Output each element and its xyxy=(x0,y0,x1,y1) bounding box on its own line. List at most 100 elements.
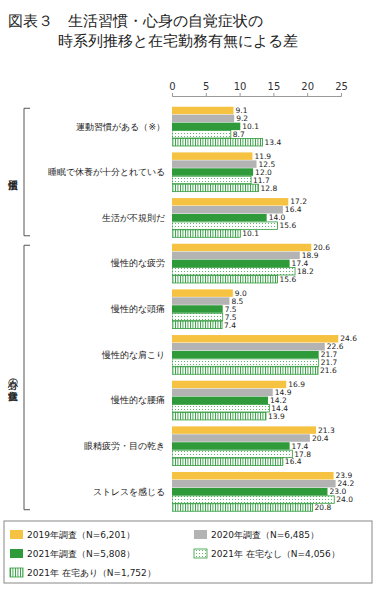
bar xyxy=(172,297,229,304)
chart-container: 図表３ 生活習慣・心身の自覚症状の時系列推移と在宅勤務有無による差0510152… xyxy=(0,0,376,599)
plot-area xyxy=(172,107,338,511)
data-label: 15.6 xyxy=(279,221,296,230)
bar xyxy=(172,176,251,183)
bar xyxy=(172,305,223,312)
bar xyxy=(172,351,319,358)
x-tick-label: 15 xyxy=(268,81,281,92)
bar xyxy=(172,496,334,503)
x-tick: 0 xyxy=(169,81,175,96)
bar xyxy=(172,313,223,320)
x-tick-mark xyxy=(341,93,342,96)
x-tick: 5 xyxy=(203,81,209,96)
bar-series xyxy=(172,123,327,496)
bar xyxy=(172,252,300,259)
bar xyxy=(172,289,233,296)
bar xyxy=(172,115,234,122)
bar xyxy=(172,450,292,457)
bar xyxy=(172,405,269,412)
bar xyxy=(172,107,234,114)
bar xyxy=(172,426,316,433)
bar xyxy=(172,206,283,213)
category-label: 慢性的な肩こり xyxy=(101,350,165,360)
category-label: ストレスを感じる xyxy=(93,487,165,497)
category-label: 眼精疲労・目の乾き xyxy=(84,441,165,451)
bar xyxy=(172,152,252,159)
bar xyxy=(172,389,273,396)
x-tick-mark xyxy=(206,93,207,96)
group-label: 心身の自覚症状 xyxy=(7,372,18,402)
data-label: 10.1 xyxy=(242,122,259,131)
group-brackets: 生活習慣心身の自覚症状 xyxy=(7,108,30,509)
data-label: 21.6 xyxy=(320,366,337,375)
bar xyxy=(172,381,286,388)
category-label: 慢性的な疲労 xyxy=(110,258,165,268)
bar xyxy=(172,123,240,130)
x-tick: 20 xyxy=(301,81,314,96)
group-label: 生活習慣 xyxy=(7,180,18,191)
x-tick-label: 5 xyxy=(203,81,209,92)
bar xyxy=(172,397,268,404)
data-label: 24.0 xyxy=(336,495,353,504)
x-tick-mark xyxy=(240,93,241,96)
bar xyxy=(172,184,259,191)
data-label: 13.4 xyxy=(265,138,282,147)
category-label: 慢性的な腰痛 xyxy=(110,395,165,405)
bar xyxy=(172,275,277,282)
legend: 2019年調査（N=6,201） 2020年調査（N=6,485） 2021年調査（… xyxy=(4,521,372,583)
data-label: 20.4 xyxy=(312,434,329,443)
bar xyxy=(172,260,290,267)
x-tick-mark xyxy=(307,93,308,96)
bar xyxy=(172,244,311,251)
legend-label: 2021年 在宅なし（N=4,056） xyxy=(211,549,340,559)
bar xyxy=(172,488,327,495)
data-label: 7.4 xyxy=(224,321,236,330)
legend-label: 2019年調査（N=6,201） xyxy=(27,530,135,540)
category-label: 慢性的な頭痛 xyxy=(110,304,165,314)
bar-series xyxy=(172,115,336,488)
data-label: 16.4 xyxy=(285,457,302,466)
legend-swatch xyxy=(10,549,23,558)
legend-label: 2020年調査（N=6,485） xyxy=(211,530,319,540)
legend-swatch xyxy=(10,568,23,577)
category-labels: 運動習慣がある（※）睡眠で休養が十分とれている生活が不規則だ慢性的な疲労慢性的な… xyxy=(48,122,165,497)
category-label: 睡眠で休養が十分とれている xyxy=(48,167,165,177)
data-label: 20.8 xyxy=(315,503,332,512)
data-label: 15.6 xyxy=(279,275,296,284)
bar xyxy=(172,139,263,146)
bar xyxy=(172,359,319,366)
chart-title: 図表３ 生活習慣・心身の自覚症状の時系列推移と在宅勤務有無による差 xyxy=(8,12,298,50)
legend-label: 2021年調査（N=5,808） xyxy=(27,549,135,559)
bar xyxy=(172,412,266,419)
bar xyxy=(172,442,290,449)
bar xyxy=(172,480,336,487)
x-tick-mark xyxy=(273,93,274,96)
bar xyxy=(172,160,257,167)
data-labels: 9.111.917.220.69.024.616.921.323.99.212.… xyxy=(224,106,357,512)
bar xyxy=(172,504,313,511)
category-label: 生活が不規則だ xyxy=(102,213,165,223)
bar xyxy=(172,230,240,237)
bar xyxy=(172,222,277,229)
legend-swatch xyxy=(194,549,207,558)
data-label: 13.9 xyxy=(268,412,285,421)
x-tick: 25 xyxy=(335,81,348,96)
group-bracket xyxy=(24,245,30,509)
data-label: 16.4 xyxy=(285,205,302,214)
x-axis: 0510152025 xyxy=(169,81,348,97)
bar xyxy=(172,131,231,138)
bar xyxy=(172,268,295,275)
bar-series xyxy=(172,107,338,480)
bar xyxy=(172,472,334,479)
bar xyxy=(172,335,338,342)
bar xyxy=(172,198,288,205)
bar xyxy=(172,168,253,175)
legend-label: 2021年 在宅あり（N=1,752） xyxy=(27,568,156,578)
x-axis-line xyxy=(173,93,342,97)
bar-series xyxy=(172,139,318,512)
data-label: 10.1 xyxy=(242,229,259,238)
data-label: 18.2 xyxy=(297,267,314,276)
x-tick-label: 25 xyxy=(335,81,348,92)
bar xyxy=(172,434,310,441)
bar xyxy=(172,367,318,374)
x-tick-label: 0 xyxy=(169,81,175,92)
